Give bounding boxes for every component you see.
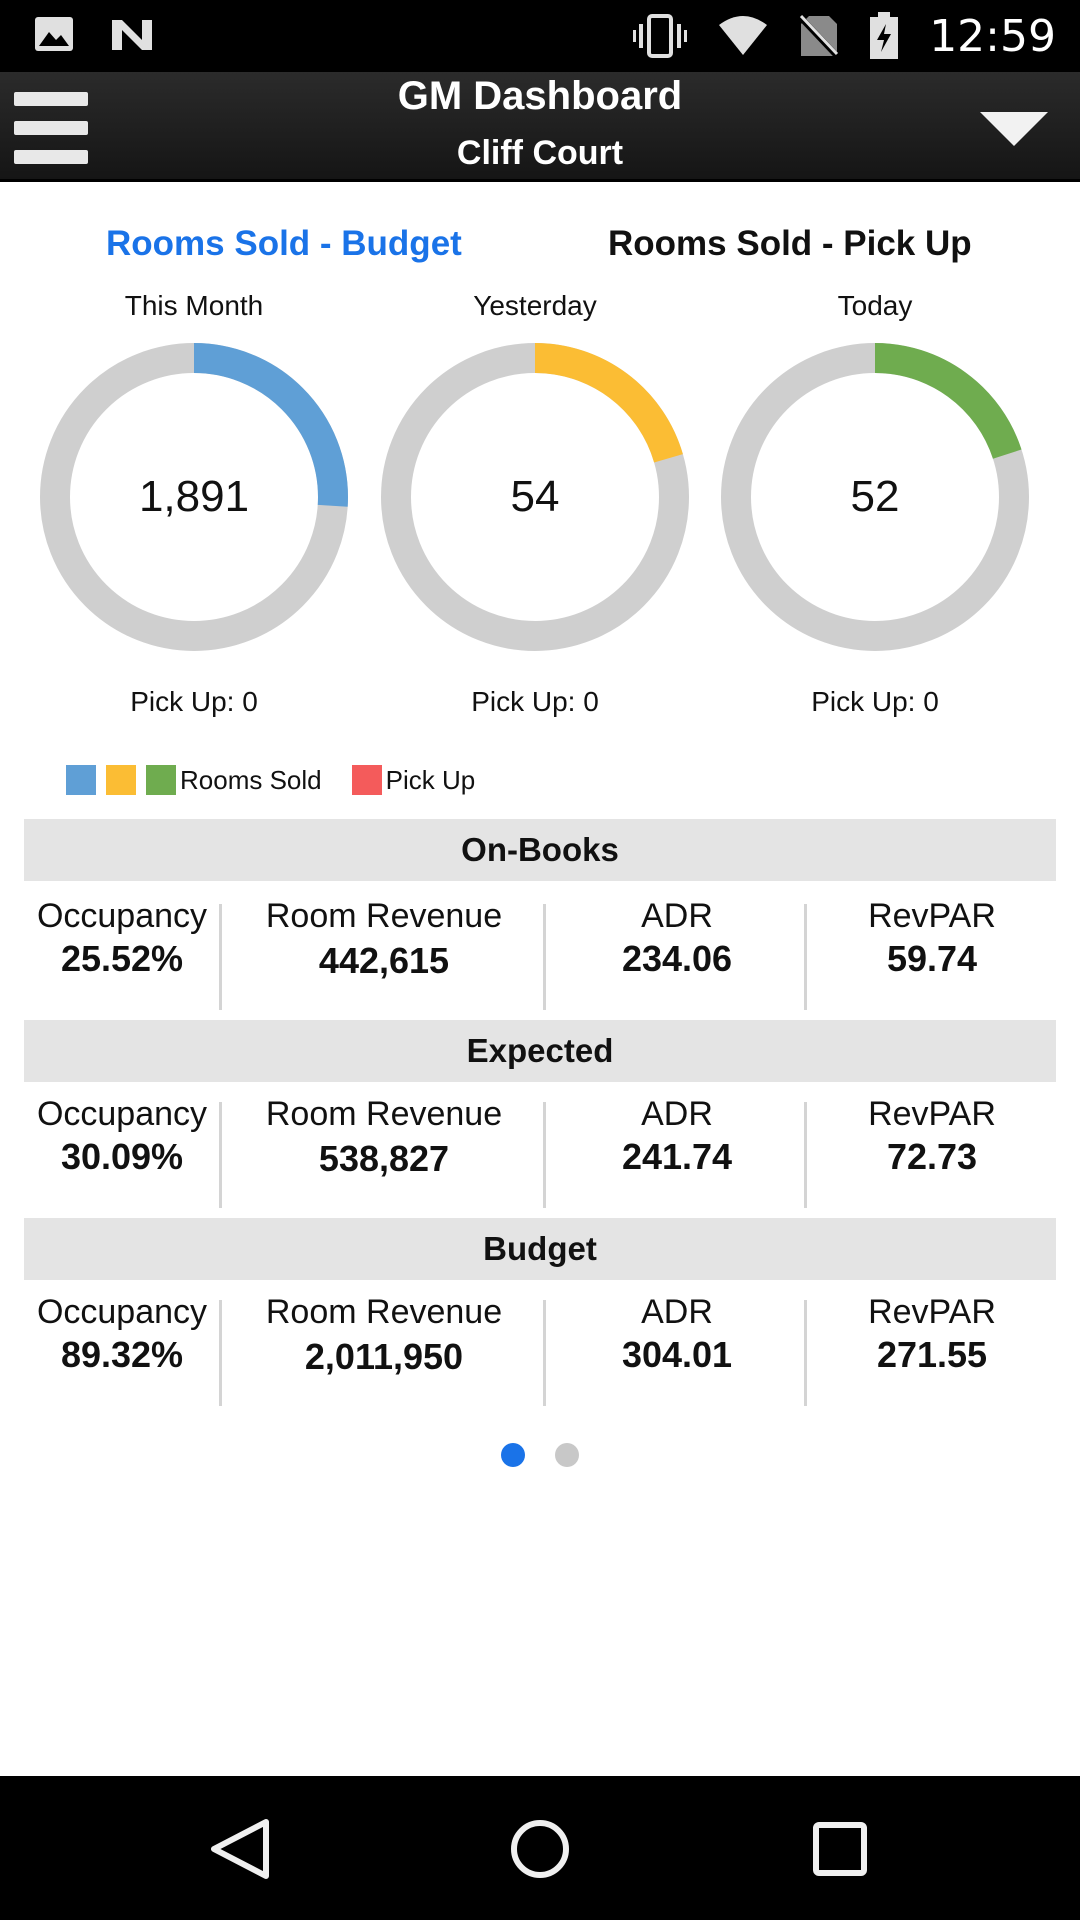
metric-adr: ADR 304.01 [621, 1293, 733, 1375]
page-dot-2[interactable] [555, 1443, 579, 1467]
metric-room-revenue: Room Revenue 538,827 [265, 1095, 503, 1179]
n-logo-icon [112, 20, 152, 50]
donut-value: 1,891 [138, 472, 250, 521]
donut-pickup: Pick Up: 0 [811, 686, 939, 717]
legend-swatch-blue [66, 765, 96, 795]
vibrate-icon [633, 14, 688, 58]
metric-adr: ADR 234.06 [621, 897, 733, 979]
section-header-budget: Budget [24, 1218, 1056, 1280]
legend-swatch-green [146, 765, 176, 795]
metric-revpar: RevPAR 72.73 [868, 1095, 996, 1177]
donut-value: 54 [510, 472, 560, 521]
back-icon[interactable] [200, 1816, 280, 1882]
donut-ring [721, 343, 1029, 651]
no-sim-icon [799, 14, 840, 58]
recents-icon[interactable] [800, 1816, 880, 1882]
donut-yesterday: Yesterday 54 Pick Up: 0 [370, 290, 700, 718]
metric-occupancy: Occupancy 30.09% [36, 1095, 208, 1177]
clock: 12:59 [929, 10, 1056, 62]
page-dot-1[interactable] [501, 1443, 525, 1467]
battery-charging-icon [870, 12, 899, 59]
metrics-row-budget: Occupancy 89.32% Room Revenue 2,011,950 … [24, 1280, 1056, 1406]
page-indicator [0, 1443, 1080, 1467]
property-name: Cliff Court [456, 134, 624, 172]
image-icon [35, 17, 73, 51]
donut-today: Today 52 Pick Up: 0 [710, 290, 1040, 718]
legend-swatch-yellow [106, 765, 136, 795]
metrics-row-expected: Occupancy 30.09% Room Revenue 538,827 AD… [24, 1082, 1056, 1208]
donut-pickup: Pick Up: 0 [130, 686, 258, 717]
hamburger-menu-icon[interactable] [14, 92, 88, 164]
metric-room-revenue: Room Revenue 442,615 [265, 897, 503, 981]
legend-label-pickup: Pick Up [385, 764, 476, 795]
tab-rooms-sold-budget[interactable]: Rooms Sold - Budget [106, 224, 462, 263]
wifi-icon [719, 16, 768, 55]
donut-pickup: Pick Up: 0 [471, 686, 599, 717]
home-icon[interactable] [500, 1816, 580, 1882]
app-header: GM Dashboard Cliff Court [0, 72, 1080, 182]
page-title: GM Dashboard [397, 74, 683, 118]
donut-label: This Month [124, 290, 264, 321]
legend-label-rooms-sold: Rooms Sold [180, 764, 322, 795]
metric-room-revenue: Room Revenue 2,011,950 [265, 1293, 503, 1377]
donut-label: Yesterday [473, 290, 597, 321]
navigation-bar [0, 1776, 1080, 1920]
metric-adr: ADR 241.74 [621, 1095, 733, 1177]
tab-rooms-sold-pickup[interactable]: Rooms Sold - Pick Up [608, 224, 972, 263]
triangle-down-icon[interactable] [978, 108, 1050, 148]
metrics-row-on-books: Occupancy 25.52% Room Revenue 442,615 AD… [24, 884, 1056, 1010]
donut-ring [381, 343, 689, 651]
donut-this-month: This Month 1,891 Pick Up: 0 [29, 290, 359, 718]
chart-legend: Rooms Sold Pick Up [66, 764, 505, 796]
section-header-expected: Expected [24, 1020, 1056, 1082]
metric-revpar: RevPAR 271.55 [868, 1293, 996, 1375]
metric-occupancy: Occupancy 89.32% [36, 1293, 208, 1375]
metric-occupancy: Occupancy 25.52% [36, 897, 208, 979]
metric-revpar: RevPAR 59.74 [868, 897, 996, 979]
section-header-on-books: On-Books [24, 819, 1056, 881]
legend-swatch-red [351, 765, 382, 795]
donut-label: Today [837, 290, 913, 321]
donut-value: 52 [850, 472, 900, 521]
donut-ring [40, 343, 348, 651]
status-bar: 12:59 [0, 0, 1080, 72]
